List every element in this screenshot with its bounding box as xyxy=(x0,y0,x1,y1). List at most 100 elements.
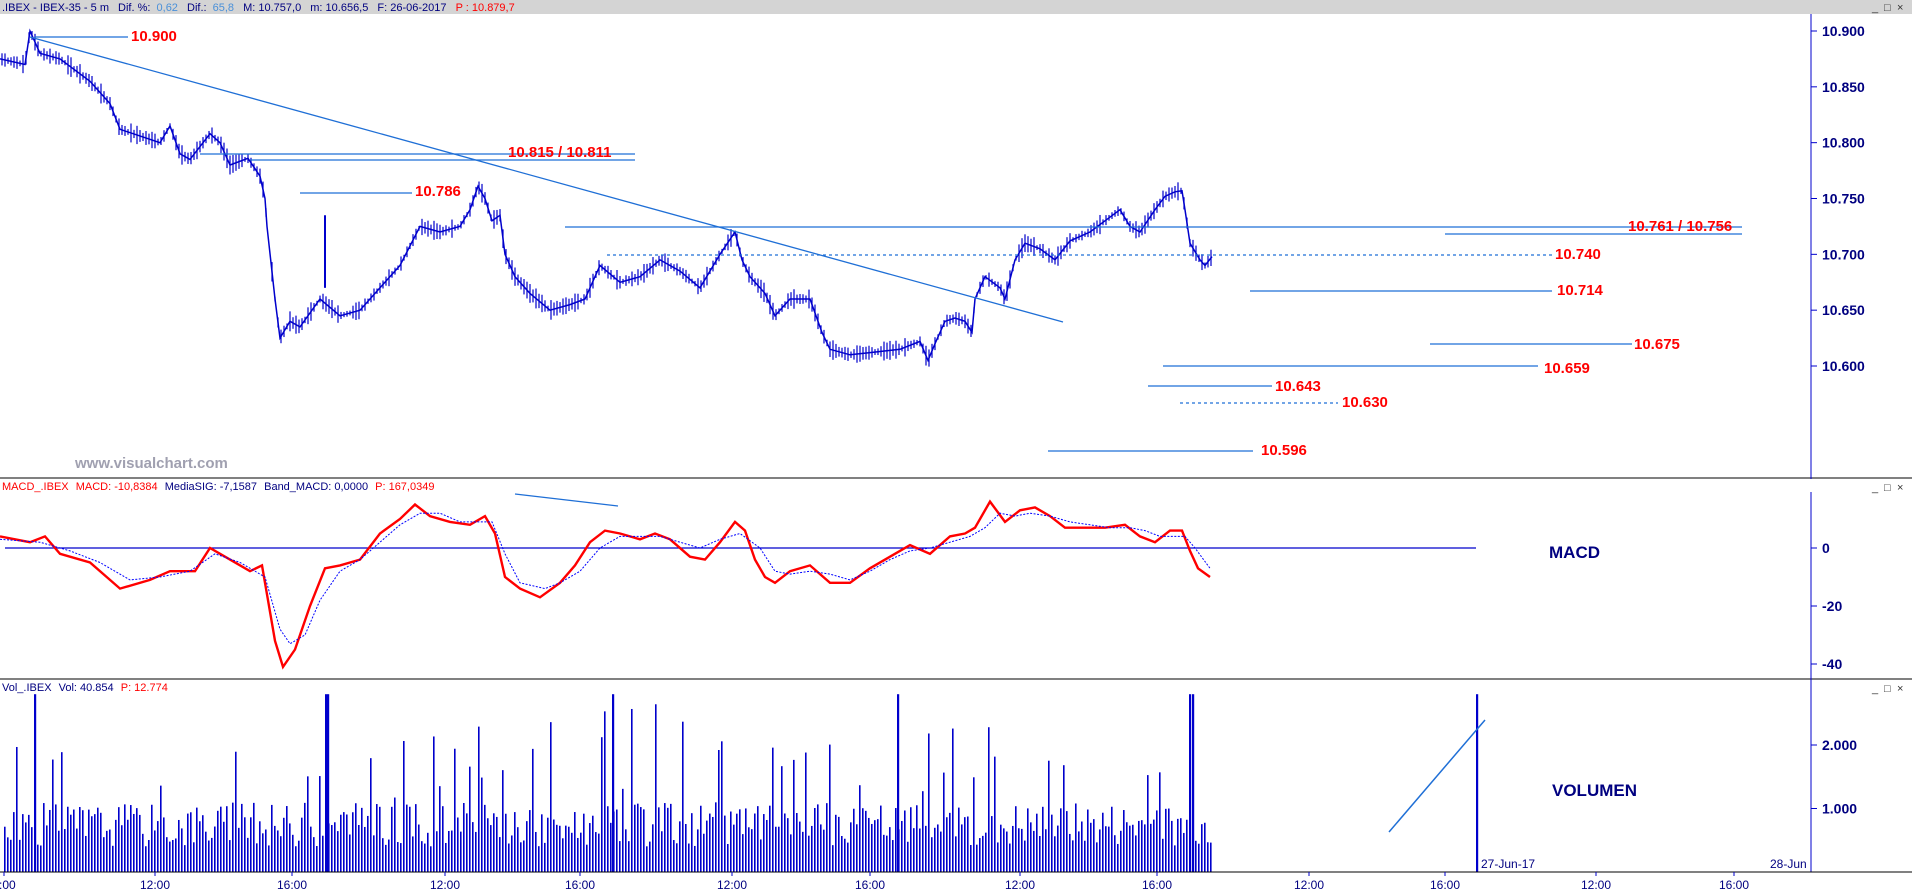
x-tick-label: 16:00 xyxy=(1142,878,1172,892)
volume-bar xyxy=(655,704,657,872)
volume-bar xyxy=(967,816,969,872)
volume-bar xyxy=(520,842,522,872)
volume-bar xyxy=(19,839,21,872)
macd-window-buttons[interactable]: _ □ × xyxy=(1871,482,1903,494)
volume-bar xyxy=(49,809,51,872)
volume-bar xyxy=(316,846,318,872)
volume-bar xyxy=(1177,818,1179,872)
volume-bar xyxy=(184,845,186,872)
volume-bar xyxy=(7,837,9,872)
downtrend-line[interactable] xyxy=(29,36,1064,323)
minimize-icon[interactable]: _ xyxy=(1871,2,1879,14)
price-window-buttons[interactable]: _ □ × xyxy=(1871,2,1903,14)
volume-bar xyxy=(862,808,864,872)
volume-bar xyxy=(820,824,822,872)
macd-divergence-line[interactable] xyxy=(514,493,619,507)
macd-band-value: Band_MACD: 0,0000 xyxy=(264,481,368,493)
volume-bar xyxy=(442,806,444,872)
volume-bar xyxy=(394,797,396,872)
volume-bar xyxy=(1036,813,1038,872)
volume-bar xyxy=(532,748,534,872)
volume-bar xyxy=(388,839,390,872)
volume-bar xyxy=(1045,829,1047,872)
volume-bar xyxy=(1102,812,1104,872)
volume-bar xyxy=(1060,808,1062,872)
volume-bar xyxy=(940,831,942,872)
volume-bar xyxy=(937,824,939,872)
volume-bar xyxy=(1198,843,1200,872)
volume-bar xyxy=(358,825,360,872)
volume-bar xyxy=(646,846,648,872)
volume-bar xyxy=(934,827,936,872)
volume-bar xyxy=(331,825,333,872)
volume-bar xyxy=(100,812,102,872)
volume-bar xyxy=(1162,838,1164,872)
price-y-tick-label: 10.650 xyxy=(1822,302,1865,318)
macd-maximize-icon[interactable]: □ xyxy=(1884,482,1891,494)
volume-bar xyxy=(298,840,300,872)
svg-text:MACD_.IBEX MACD: -10,8384: MACD_.IBEX MACD: -10,8384 MediaSIG: -7,1… xyxy=(2,481,434,493)
level-label-10643: 10.643 xyxy=(1275,378,1321,395)
volume-bar xyxy=(226,806,228,872)
volume-bar xyxy=(565,825,567,872)
volume-bar xyxy=(595,832,597,872)
volume-bar xyxy=(772,747,774,872)
volume-bar xyxy=(652,824,654,872)
volume-bar xyxy=(490,825,492,872)
volume-bar xyxy=(1192,694,1195,872)
volume-bar xyxy=(619,841,621,872)
volume-bar xyxy=(61,752,63,872)
volume-bar xyxy=(406,804,408,872)
volume-bar xyxy=(559,825,561,872)
price-y-tick-label: 10.850 xyxy=(1822,79,1865,95)
volume-bar xyxy=(1186,819,1188,872)
volume-bar xyxy=(1099,829,1101,872)
volume-bar xyxy=(1015,806,1017,872)
vol-window-buttons[interactable]: _ □ × xyxy=(1871,683,1903,695)
volume-bar xyxy=(409,806,411,872)
volume-bar xyxy=(112,845,114,872)
volume-bar xyxy=(463,802,465,872)
volume-trend-line[interactable] xyxy=(1388,719,1486,833)
volume-bar xyxy=(343,812,345,872)
volume-bar xyxy=(106,830,108,872)
macd-minimize-icon[interactable]: _ xyxy=(1871,482,1879,494)
volume-bar xyxy=(460,831,462,872)
vol-minimize-icon[interactable]: _ xyxy=(1871,683,1879,695)
level-label-10714: 10.714 xyxy=(1557,282,1604,299)
volume-bar xyxy=(871,823,873,872)
volume-bar xyxy=(397,842,399,872)
maximize-icon[interactable]: □ xyxy=(1884,2,1891,14)
volume-bar xyxy=(220,806,222,872)
volume-bar xyxy=(373,835,375,872)
volume-bar xyxy=(1042,806,1044,872)
volume-bar xyxy=(169,841,171,872)
dif-pct-label: Dif. %: xyxy=(118,2,150,14)
volume-bar xyxy=(439,786,441,872)
vol-close-icon[interactable]: × xyxy=(1897,683,1903,695)
close-icon[interactable]: × xyxy=(1897,2,1903,14)
volume-bar xyxy=(469,766,471,872)
max-label: M: 10.757,0 xyxy=(243,2,301,14)
volume-bar xyxy=(445,842,447,872)
volume-bar xyxy=(724,815,726,872)
vol-p-value: P: 12.774 xyxy=(121,682,168,694)
volume-bar xyxy=(1024,840,1026,872)
volume-bar xyxy=(238,827,240,872)
volume-bar xyxy=(580,832,582,872)
volume-bar xyxy=(634,804,636,872)
volume-bar xyxy=(529,810,531,872)
volume-bar xyxy=(535,831,537,872)
volume-bar xyxy=(271,804,273,872)
volume-bar xyxy=(616,809,618,872)
vol-maximize-icon[interactable]: □ xyxy=(1884,683,1891,695)
level-label-10815: 10.815 / 10.811 xyxy=(508,144,611,161)
volume-bar xyxy=(982,835,984,872)
volume-bar xyxy=(25,822,27,872)
volume-bar xyxy=(304,802,306,872)
volume-bar xyxy=(43,803,45,872)
volume-bar xyxy=(925,825,927,872)
macd-close-icon[interactable]: × xyxy=(1897,482,1903,494)
volume-bar xyxy=(715,802,717,872)
